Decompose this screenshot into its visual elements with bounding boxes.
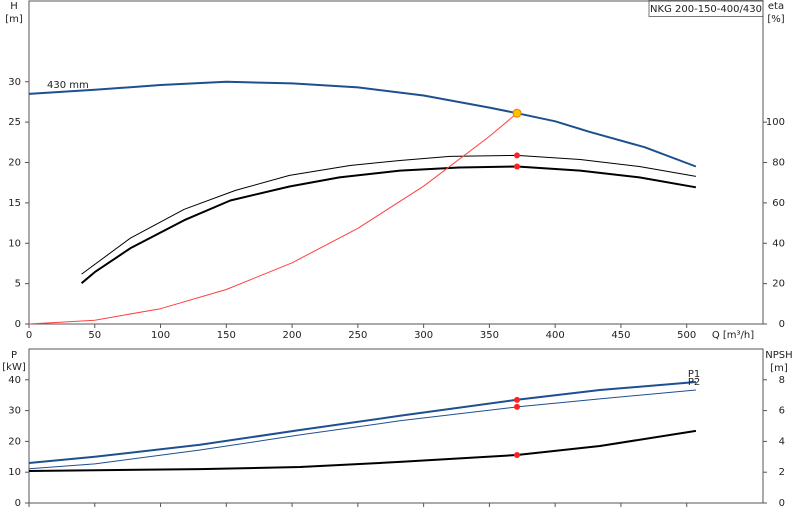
y2-tick-label: 6 — [779, 406, 785, 417]
y-axis-label: H — [10, 1, 18, 12]
y2-tick-label: 20 — [772, 279, 785, 290]
plot-frame — [28, 0, 764, 325]
x-tick-label: 150 — [217, 330, 236, 341]
y2-tick-label: 60 — [772, 198, 785, 209]
x-tick-label: 400 — [546, 330, 565, 341]
x-tick-label: 50 — [88, 330, 101, 341]
y2-tick-label: 4 — [779, 436, 785, 447]
operating-point — [514, 403, 521, 410]
curve — [28, 80, 697, 168]
x-axis-label: Q [m³/h] — [712, 330, 754, 341]
x-tick-label: 100 — [151, 330, 170, 341]
operating-point — [514, 396, 521, 403]
y2-axis-label: eta — [768, 1, 784, 12]
y2-tick-label: 2 — [779, 467, 785, 478]
y2-tick-label: 80 — [772, 158, 785, 169]
y2-tick-label: 0 — [779, 319, 785, 330]
y2-tick-label: 40 — [772, 238, 785, 249]
curve — [80, 165, 697, 284]
operating-point — [514, 163, 521, 170]
chart-title: NKG 200-150-400/430 — [650, 4, 762, 15]
y2-axis-label: NPSH — [765, 350, 792, 361]
x-tick-label: 450 — [611, 330, 630, 341]
y2-axis-unit: [%] — [767, 14, 784, 25]
x-tick-label: 200 — [283, 330, 302, 341]
y2-tick-label: 0 — [779, 498, 785, 509]
curve — [28, 381, 696, 464]
y-tick-label: 0 — [15, 498, 21, 509]
y-tick-label: 30 — [8, 77, 21, 88]
y-tick-label: 25 — [8, 117, 21, 128]
y2-tick-label: 8 — [779, 375, 785, 386]
series-label: 430 mm — [47, 80, 89, 91]
curve — [28, 112, 518, 325]
curve — [81, 154, 696, 275]
curve — [28, 389, 696, 470]
y-tick-label: 30 — [8, 406, 21, 417]
y-axis-unit: [m] — [5, 14, 23, 25]
y-tick-label: 40 — [8, 375, 21, 386]
series-label: P1 — [688, 369, 700, 380]
y-tick-label: 10 — [8, 467, 21, 478]
x-tick-label: 350 — [480, 330, 499, 341]
y-tick-label: 5 — [15, 279, 21, 290]
y2-axis-unit: [m] — [770, 363, 788, 374]
y-axis-label: P — [11, 350, 17, 361]
y-tick-label: 20 — [8, 436, 21, 447]
x-tick-label: 250 — [348, 330, 367, 341]
x-tick-label: 300 — [414, 330, 433, 341]
y-tick-label: 0 — [15, 319, 21, 330]
x-tick-label: 500 — [677, 330, 696, 341]
plot-frame — [28, 348, 764, 504]
y-tick-label: 20 — [8, 158, 21, 169]
series-label: P2 — [688, 377, 700, 388]
x-tick-label: 0 — [26, 330, 32, 341]
operating-point — [514, 451, 521, 458]
y-axis-unit: [kW] — [2, 362, 26, 373]
operating-point — [512, 108, 522, 118]
curve — [28, 429, 697, 472]
y-tick-label: 15 — [8, 198, 21, 209]
y-tick-label: 10 — [8, 238, 21, 249]
y2-tick-label: 100 — [766, 117, 785, 128]
operating-point — [514, 152, 521, 159]
